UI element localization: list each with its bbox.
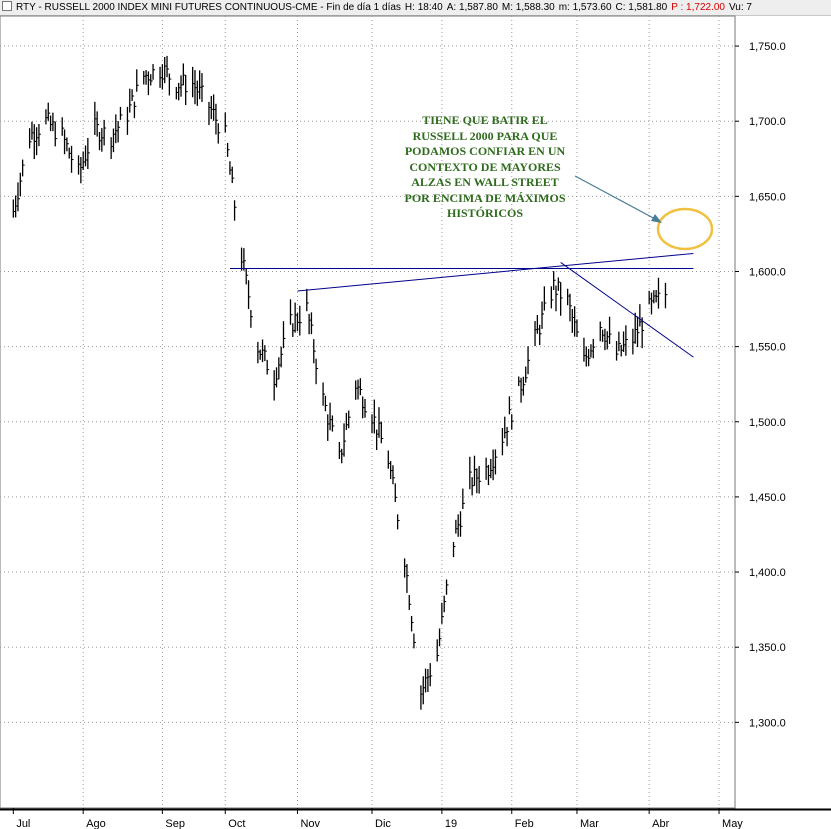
y-tick-label: 1,350.0 [749, 642, 786, 654]
y-tick-label: 1,500.0 [749, 417, 786, 429]
y-tick-label: 1,400.0 [749, 567, 786, 579]
y-tick-label: 1,600.0 [749, 266, 786, 278]
header-min: m: 1,573.60 [558, 2, 612, 13]
x-tick-label: Dic [375, 818, 391, 829]
annotation-text: TIENE QUE BATIR EL RUSSELL 2000 PARA QUE P… [380, 113, 590, 222]
annotation-arrow [574, 175, 658, 221]
header-max: M: 1,588.30 [501, 2, 555, 13]
annotation-line: ALZAS EN WALL STREET [411, 175, 559, 189]
y-tick-label: 1,300.0 [749, 717, 786, 729]
x-tick-label: Mar [580, 818, 599, 829]
y-tick-label: 1,450.0 [749, 492, 786, 504]
annotation-line: CONTEXTO DE MAYORES [409, 159, 561, 174]
rising-trendline [297, 252, 694, 292]
header-open: A: 1,587.80 [446, 2, 498, 13]
x-tick-label: Sep [165, 818, 185, 829]
y-tick-label: 1,750.0 [749, 41, 786, 53]
descending-trendline [560, 262, 694, 358]
x-tick-label: Ago [86, 818, 106, 829]
header-p: P : 1,722.00 [671, 2, 725, 13]
x-tick-label: Feb [515, 818, 534, 829]
chart-window-icon[interactable] [2, 1, 12, 11]
annotation-line: POR ENCIMA DE MÁXIMOS [404, 190, 566, 205]
annotation-line: HISTÓRICOS [446, 206, 524, 220]
x-tick-label: Oct [228, 818, 245, 829]
header-close: C: 1,581.80 [615, 2, 668, 13]
y-tick-label: 1,650.0 [749, 191, 786, 203]
x-tick-label: Jul [16, 818, 30, 829]
annotation-arrowhead [651, 214, 662, 223]
y-tick-label: 1,550.0 [749, 342, 786, 354]
header-symbol: RTY - RUSSELL 2000 INDEX MINI FUTURES CO… [16, 2, 401, 13]
x-tick-label: Nov [300, 818, 320, 829]
plot-area [0, 15, 736, 809]
annotation-line: TIENE QUE BATIR EL [422, 113, 548, 127]
x-tick-label: May [722, 818, 743, 829]
highlight-circle [656, 207, 714, 251]
x-tick-label: 19 [445, 818, 457, 829]
header-vol: Vu: 7 [728, 2, 752, 13]
x-tick-label: Abr [652, 818, 669, 829]
header-high: H: 18:40 [404, 2, 443, 13]
annotation-line: PODAMOS CONFIAR EN UN [404, 144, 566, 158]
y-tick-label: 1,700.0 [749, 116, 786, 128]
annotation-line: RUSSELL 2000 PARA QUE [412, 128, 558, 143]
chart-header: RTY - RUSSELL 2000 INDEX MINI FUTURES CO… [0, 0, 831, 16]
